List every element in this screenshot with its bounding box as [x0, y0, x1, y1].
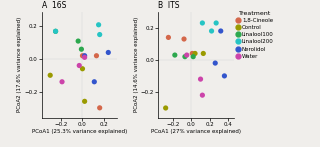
Point [200, 22, 205, 24]
Point [213, 22, 219, 24]
Point [209, 30, 214, 32]
Point [60, 81, 65, 83]
Point [80, 55, 85, 57]
Point [182, 55, 188, 58]
Point [82, 55, 87, 57]
Point [76, 40, 81, 42]
Point [201, 52, 206, 55]
Point [106, 51, 111, 54]
Point [94, 55, 99, 57]
Point [198, 78, 203, 80]
Point [53, 30, 58, 32]
Point [184, 54, 189, 56]
Point [218, 30, 223, 32]
X-axis label: PCoA1 (27% variance explained): PCoA1 (27% variance explained) [151, 129, 241, 134]
Legend: 1,8-Cineole, Control, Linalool100, Linalool200, Nerolidol, Water: 1,8-Cineole, Control, Linalool100, Linal… [236, 10, 275, 60]
Point [222, 75, 227, 77]
X-axis label: PCoA1 (25.3% variance explained): PCoA1 (25.3% variance explained) [32, 129, 127, 134]
Text: A  16S: A 16S [42, 1, 66, 10]
Text: B  ITS: B ITS [158, 1, 180, 10]
Point [80, 68, 85, 70]
Point [77, 64, 82, 67]
Y-axis label: PCoA2 (14.6% variance explained): PCoA2 (14.6% variance explained) [134, 17, 139, 112]
Point [190, 52, 195, 55]
Point [92, 81, 97, 83]
Point [79, 48, 84, 50]
Point [166, 36, 171, 39]
Point [172, 54, 177, 56]
Point [82, 100, 87, 102]
Point [82, 56, 87, 59]
Point [53, 30, 58, 32]
Point [200, 94, 205, 96]
Point [191, 55, 196, 58]
Point [48, 74, 53, 76]
Point [97, 33, 102, 36]
Point [163, 107, 168, 109]
Point [192, 52, 197, 55]
Y-axis label: PCoA2 (17.6% variance explained): PCoA2 (17.6% variance explained) [17, 17, 22, 112]
Point [97, 107, 102, 109]
Point [96, 24, 101, 26]
Point [181, 38, 187, 40]
Point [213, 62, 218, 64]
